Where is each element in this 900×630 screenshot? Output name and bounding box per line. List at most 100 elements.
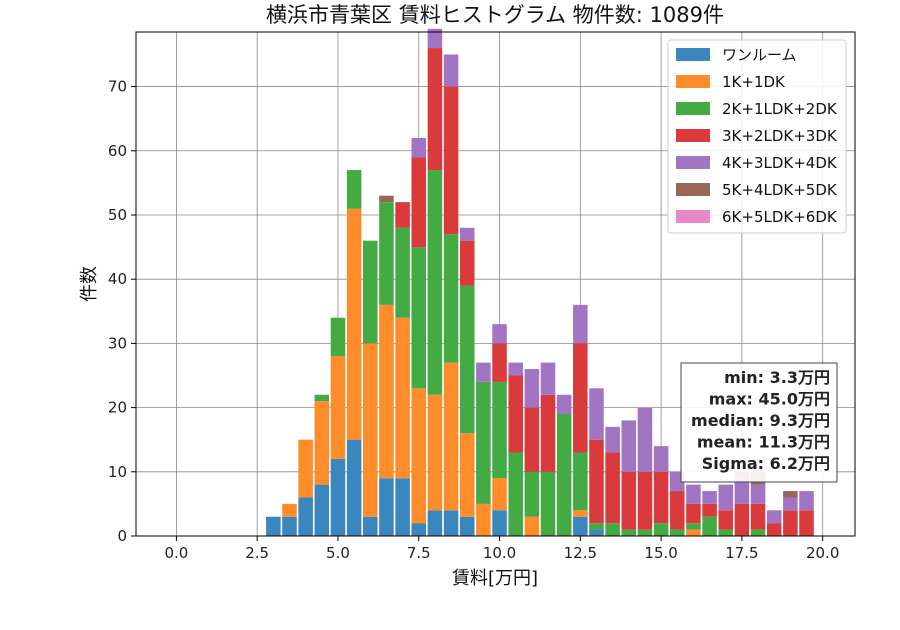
- bar-segment: [589, 388, 604, 440]
- y-axis-ticks: 0 10 20 30 40 50 60 70: [108, 78, 136, 545]
- bar-segment: [524, 516, 540, 536]
- stats-line: mean: 11.3万円: [697, 433, 830, 452]
- bar-segment: [799, 491, 814, 511]
- y-tick-label: 40: [108, 270, 127, 288]
- bar-segment: [508, 362, 523, 376]
- bar-segment: [589, 523, 604, 530]
- bar-segment: [508, 375, 523, 453]
- bar-segment: [330, 317, 346, 357]
- bar-segment: [411, 388, 427, 524]
- bar-segment: [540, 394, 556, 472]
- bar-segment: [298, 439, 313, 498]
- stats-box-frame: [680, 362, 838, 483]
- bar-segment: [750, 503, 766, 530]
- bar-segment: [443, 362, 459, 511]
- bar-segment: [669, 491, 685, 530]
- bar-segment: [443, 234, 459, 363]
- legend-swatch: [676, 75, 710, 88]
- bar-segment: [330, 458, 346, 536]
- bar-segment: [492, 324, 507, 344]
- bar-segment: [379, 195, 394, 203]
- bars: [266, 28, 814, 536]
- bar-segment: [556, 394, 572, 415]
- bar-segment: [524, 407, 540, 472]
- bar-segment: [411, 523, 427, 536]
- bar-segment: [540, 362, 556, 395]
- bar-segment: [637, 471, 653, 530]
- bar-segment: [411, 247, 427, 389]
- chart-title: 横浜市青葉区 賃料ヒストグラム 物件数: 1089件: [266, 3, 724, 27]
- bar-segment: [766, 523, 782, 536]
- bar-segment: [783, 510, 798, 536]
- x-tick-label: 0.0: [164, 544, 188, 562]
- x-axis-label: 賃料[万円]: [452, 568, 538, 589]
- stats-line: max: 45.0万円: [709, 390, 830, 409]
- bar-segment: [363, 343, 378, 517]
- bar-segment: [266, 516, 281, 536]
- bar-segment: [443, 86, 459, 235]
- y-tick-label: 10: [108, 463, 127, 481]
- bar-segment: [718, 484, 734, 511]
- bar-segment: [459, 240, 475, 286]
- bar-segment: [459, 433, 475, 517]
- bar-segment: [459, 516, 475, 536]
- bar-segment: [686, 503, 701, 524]
- bar-segment: [427, 170, 443, 395]
- legend-label: 3K+2LDK+3DK: [722, 127, 838, 145]
- legend-label: 1K+1DK: [722, 73, 786, 91]
- bar-segment: [653, 523, 669, 536]
- bar-segment: [346, 170, 362, 209]
- bar-segment: [766, 510, 782, 524]
- bar-segment: [395, 317, 410, 479]
- legend-label: ワンルーム: [722, 46, 797, 64]
- bar-segment: [734, 478, 750, 504]
- bar-segment: [637, 529, 653, 536]
- bar-segment: [411, 137, 427, 158]
- x-tick-label: 20.0: [806, 544, 839, 562]
- bar-segment: [573, 516, 588, 536]
- bar-segment: [427, 48, 443, 171]
- stats-box: min: 3.3万円 max: 45.0万円 median: 9.3万円 mean: …: [680, 362, 838, 483]
- legend-label: 4K+3LDK+4DK: [722, 154, 838, 172]
- bar-segment: [702, 491, 717, 504]
- y-tick-label: 20: [108, 399, 127, 417]
- bar-segment: [621, 420, 637, 472]
- bar-segment: [573, 510, 588, 517]
- bar-segment: [492, 343, 507, 382]
- bar-segment: [524, 471, 540, 517]
- x-tick-label: 10.0: [483, 544, 516, 562]
- bar-segment: [459, 227, 475, 241]
- bar-segment: [734, 503, 750, 536]
- bar-segment: [653, 446, 669, 472]
- plot-frame: [135, 31, 856, 537]
- x-tick-label: 17.5: [725, 544, 758, 562]
- bar-segment: [282, 516, 297, 536]
- bar-segment: [314, 401, 330, 485]
- bar-segment: [346, 208, 362, 440]
- x-tick-label: 12.5: [564, 544, 597, 562]
- bar-segment: [783, 497, 798, 511]
- bar-segment: [314, 484, 330, 536]
- legend-swatch: [676, 129, 710, 142]
- legend-label: 5K+4LDK+5DK: [722, 181, 838, 199]
- bar-segment: [508, 452, 523, 536]
- x-tick-label: 7.5: [407, 544, 431, 562]
- bar-segment: [702, 503, 717, 517]
- bar-segment: [395, 478, 410, 536]
- bar-segment: [395, 202, 410, 228]
- bar-segment: [750, 484, 766, 504]
- bar-segment: [427, 394, 443, 511]
- bar-segment: [298, 497, 313, 536]
- bar-segment: [605, 452, 620, 524]
- bar-segment: [686, 484, 701, 504]
- bar-segment: [379, 202, 394, 305]
- legend-box: [667, 39, 847, 234]
- legend: ワンルーム 1K+1DK 2K+1LDK+2DK 3K+2LDK+3DK 4K+3LDK…: [667, 39, 847, 234]
- bar-segment: [556, 414, 572, 536]
- legend-swatch: [676, 102, 710, 115]
- legend-swatch: [676, 183, 710, 196]
- bar-segment: [492, 478, 507, 511]
- x-tick-label: 2.5: [245, 544, 269, 562]
- y-tick-label: 50: [108, 206, 127, 224]
- bar-segment: [605, 426, 620, 453]
